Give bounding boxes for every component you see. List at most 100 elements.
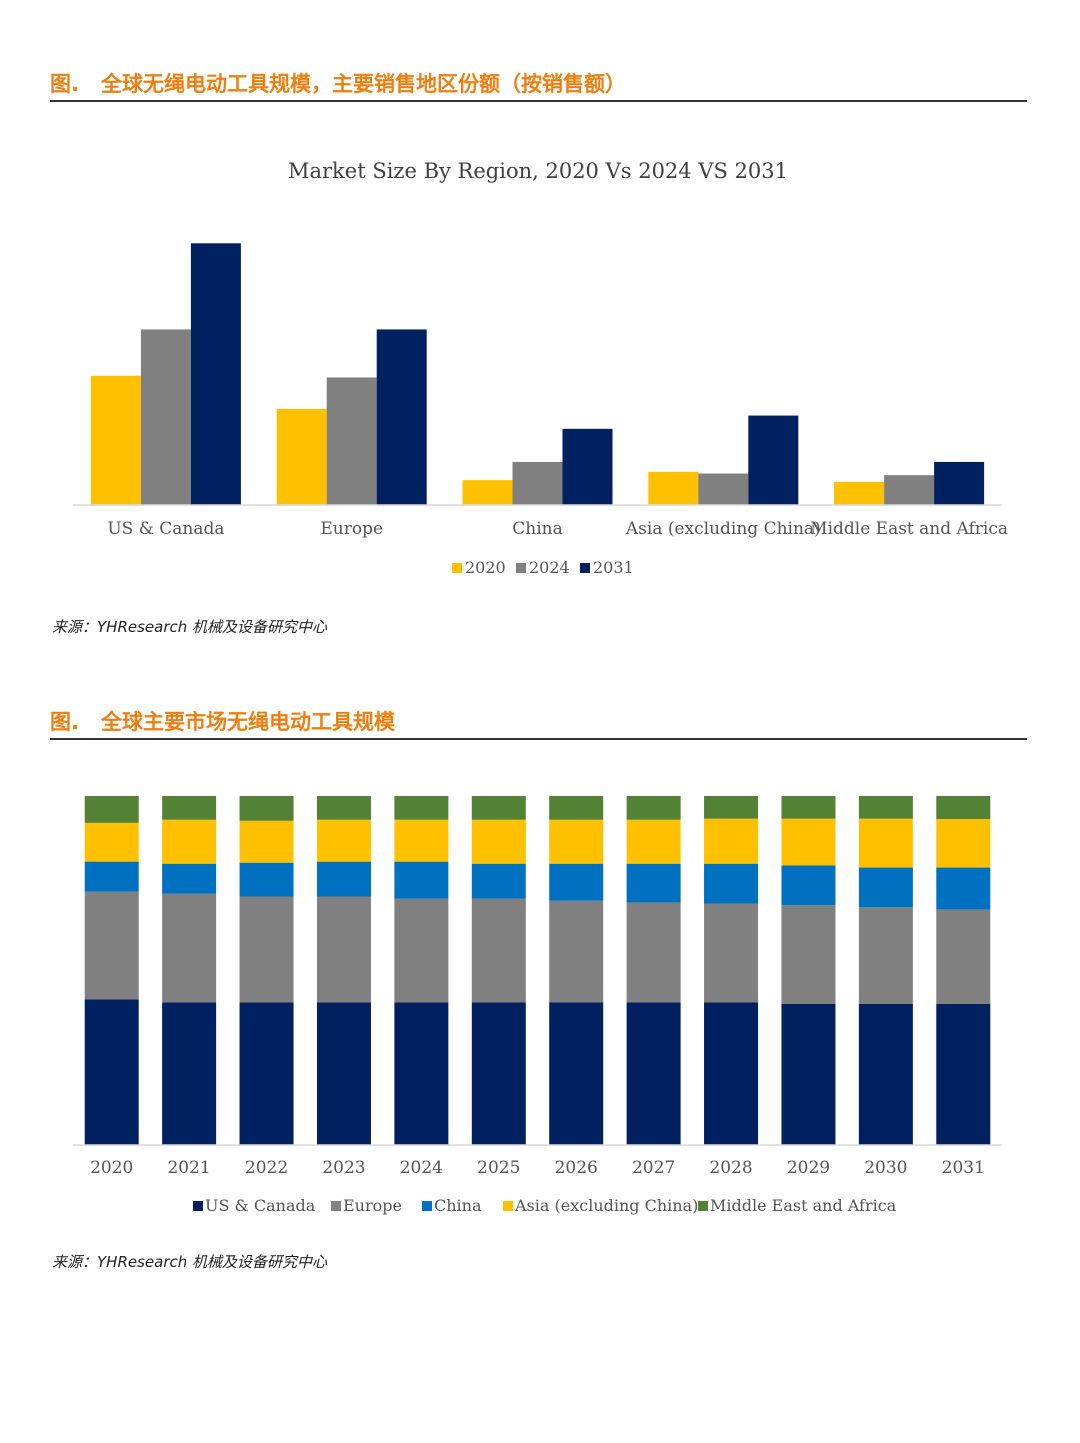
legend-swatch-2024 (516, 563, 526, 573)
segment-2030-middle-east-and-africa (858, 796, 913, 819)
segment-2027-us-canada (626, 1002, 681, 1145)
bar-us-canada-2020 (90, 375, 141, 505)
segment-2023-asia-excluding-china (316, 819, 371, 862)
x-tick-2020: 2020 (90, 1158, 133, 1178)
segment-2031-asia-excluding-china (936, 819, 991, 868)
legend-label-2024: 2024 (529, 558, 570, 577)
segment-2026-asia-excluding-china (549, 819, 604, 864)
segment-2029-us-canada (781, 1004, 836, 1145)
segment-2029-china (781, 865, 836, 906)
legend-swatch-2031 (580, 563, 590, 573)
segment-2029-asia-excluding-china (781, 818, 836, 866)
segment-2020-middle-east-and-africa (84, 796, 139, 823)
segment-2025-europe (471, 898, 526, 1003)
bar-middle-east-and-africa-2020 (834, 481, 885, 505)
segment-2031-middle-east-and-africa (936, 796, 991, 820)
segment-2031-china (936, 867, 991, 910)
figure1-heading: 图. 全球无绳电动工具规模，主要销售地区份额（按销售额） (50, 68, 1027, 102)
figure1-source: 来源：YHResearch 机械及设备研究中心 (52, 618, 328, 636)
share-stacked-chart: 2020 2021 2022 2023 2024 2025 2026 2027 2028 2029… (73, 796, 1002, 1215)
bar-china-2020 (462, 480, 513, 505)
figure1-label: 图. (50, 72, 79, 96)
segment-2025-middle-east-and-africa (471, 796, 526, 820)
x-tick-2024: 2024 (400, 1158, 443, 1178)
segment-2031-europe (936, 909, 991, 1005)
segment-2028-us-canada (704, 1002, 759, 1145)
segment-2027-europe (626, 902, 681, 1003)
segment-2023-china (316, 861, 371, 897)
segment-2021-middle-east-and-africa (162, 796, 217, 820)
segment-2026-middle-east-and-africa (549, 796, 604, 820)
x-tick-china: China (512, 519, 562, 539)
segment-2021-us-canada (162, 1002, 217, 1145)
bar-asia-excluding-china-2024 (698, 473, 749, 505)
segment-2021-china (162, 863, 217, 894)
segment-2024-europe (394, 898, 449, 1003)
x-tick-europe: Europe (320, 519, 383, 539)
legend-label-2020: 2020 (465, 558, 506, 577)
segment-2030-us-canada (858, 1004, 913, 1145)
legend-swatch-china (422, 1201, 432, 1211)
segment-2022-europe (239, 896, 294, 1003)
segment-2022-us-canada (239, 1002, 294, 1145)
segment-2028-china (704, 863, 759, 904)
segment-2030-europe (858, 907, 913, 1005)
segment-2026-europe (549, 900, 604, 1003)
legend-label-europe: Europe (343, 1196, 402, 1215)
segment-2021-asia-excluding-china (162, 819, 217, 864)
segment-2020-asia-excluding-china (84, 822, 139, 862)
x-tick-asia-excluding-china: Asia (excluding China) (625, 519, 821, 539)
bar-asia-excluding-china-2020 (648, 471, 699, 505)
segment-2024-asia-excluding-china (394, 819, 449, 862)
segment-2030-china (858, 867, 913, 908)
x-tick-2021: 2021 (167, 1158, 210, 1178)
segment-2027-china (626, 863, 681, 903)
x-tick-2031: 2031 (942, 1158, 985, 1178)
legend-swatch-asia-excluding-china (503, 1201, 513, 1211)
segment-2030-asia-excluding-china (858, 818, 913, 868)
legend-label-middle-east-and-africa: Middle East and Africa (710, 1196, 897, 1215)
segment-2024-middle-east-and-africa (394, 796, 449, 820)
bar-europe-2020 (276, 408, 327, 505)
segment-2029-europe (781, 905, 836, 1005)
legend-swatch-2020 (452, 563, 462, 573)
segment-2023-europe (316, 896, 371, 1003)
legend-label-2031: 2031 (593, 558, 634, 577)
segment-2024-us-canada (394, 1002, 449, 1145)
segment-2028-middle-east-and-africa (704, 796, 759, 819)
segment-2020-europe (84, 891, 139, 1000)
legend-label-china: China (434, 1196, 482, 1215)
figure2-title: 全球主要市场无绳电动工具规模 (100, 710, 395, 734)
segment-2020-china (84, 861, 139, 892)
x-tick-2028: 2028 (709, 1158, 752, 1178)
segment-2029-middle-east-and-africa (781, 796, 836, 819)
segment-2026-us-canada (549, 1002, 604, 1145)
segment-2027-middle-east-and-africa (626, 796, 681, 820)
x-tick-2025: 2025 (477, 1158, 520, 1178)
bar-middle-east-and-africa-2024 (884, 475, 935, 505)
bar-middle-east-and-africa-2031 (934, 461, 985, 505)
legend-label-us-canada: US & Canada (205, 1196, 316, 1215)
segment-2025-asia-excluding-china (471, 819, 526, 864)
bar-us-canada-2031 (190, 243, 241, 505)
x-tick-us-canada: US & Canada (107, 519, 224, 539)
figure2-label: 图. (50, 710, 79, 734)
legend-swatch-middle-east-and-africa (698, 1201, 708, 1211)
segment-2022-asia-excluding-china (239, 820, 294, 863)
segment-2028-asia-excluding-china (704, 818, 759, 864)
segment-2031-us-canada (936, 1004, 991, 1145)
x-tick-2029: 2029 (787, 1158, 830, 1178)
figure1-title: 全球无绳电动工具规模，主要销售地区份额（按销售额） (100, 72, 626, 96)
segment-2025-china (471, 863, 526, 899)
x-tick-2027: 2027 (632, 1158, 675, 1178)
segment-2024-china (394, 861, 449, 899)
figure2-source: 来源：YHResearch 机械及设备研究中心 (52, 1253, 328, 1271)
bar-asia-excluding-china-2031 (748, 415, 799, 505)
bar-china-2031 (562, 428, 613, 505)
segment-2021-europe (162, 893, 217, 1003)
segment-2020-us-canada (84, 999, 139, 1145)
figure2-heading: 图. 全球主要市场无绳电动工具规模 (50, 706, 1027, 740)
legend-swatch-us-canada (193, 1201, 203, 1211)
x-tick-2022: 2022 (245, 1158, 288, 1178)
segment-2025-us-canada (471, 1002, 526, 1145)
